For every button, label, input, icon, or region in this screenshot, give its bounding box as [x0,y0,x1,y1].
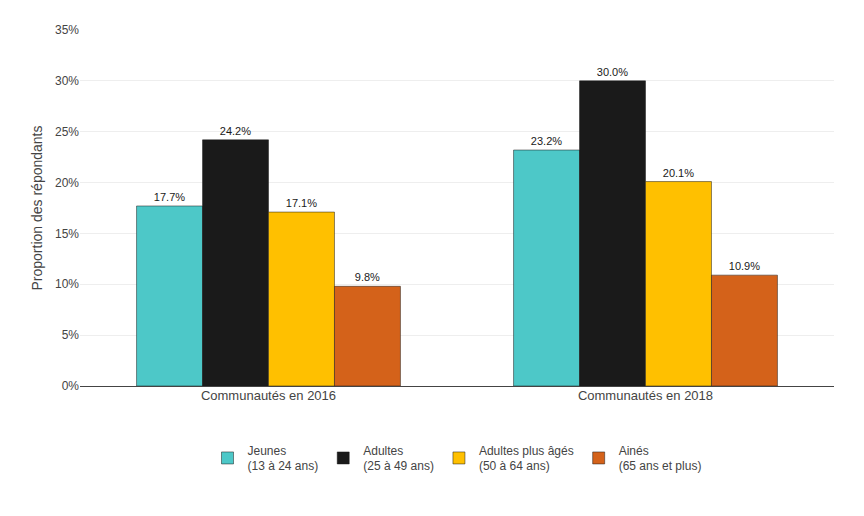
svg-text:35%: 35% [55,23,79,37]
svg-text:17.1%: 17.1% [286,197,317,209]
svg-text:25%: 25% [55,125,79,139]
svg-text:15%: 15% [55,227,79,241]
svg-text:30.0%: 30.0% [597,66,628,78]
svg-text:10.9%: 10.9% [729,260,760,272]
svg-text:Jeunes(13 à 24 ans): Jeunes(13 à 24 ans) [248,444,319,474]
svg-text:Communautés en 2018: Communautés en 2018 [578,388,713,403]
svg-text:0%: 0% [62,379,80,393]
svg-text:9.8%: 9.8% [355,271,380,283]
svg-text:20%: 20% [55,176,79,190]
svg-text:Communautés en 2016: Communautés en 2016 [201,388,336,403]
svg-text:24.2%: 24.2% [220,125,251,137]
svg-text:30%: 30% [55,74,79,88]
svg-text:Adultes(25 à 49 ans): Adultes(25 à 49 ans) [363,444,434,474]
svg-text:Ainés(65 ans et plus): Ainés(65 ans et plus) [619,444,702,474]
svg-text:23.2%: 23.2% [531,135,562,147]
svg-text:20.1%: 20.1% [663,167,694,179]
svg-text:5%: 5% [62,328,80,342]
svg-text:17.7%: 17.7% [154,191,185,203]
svg-text:10%: 10% [55,277,79,291]
svg-text:Adultes plus âgés(50 à 64 ans): Adultes plus âgés(50 à 64 ans) [479,444,574,474]
svg-text:Proportion des répondants: Proportion des répondants [29,126,45,291]
